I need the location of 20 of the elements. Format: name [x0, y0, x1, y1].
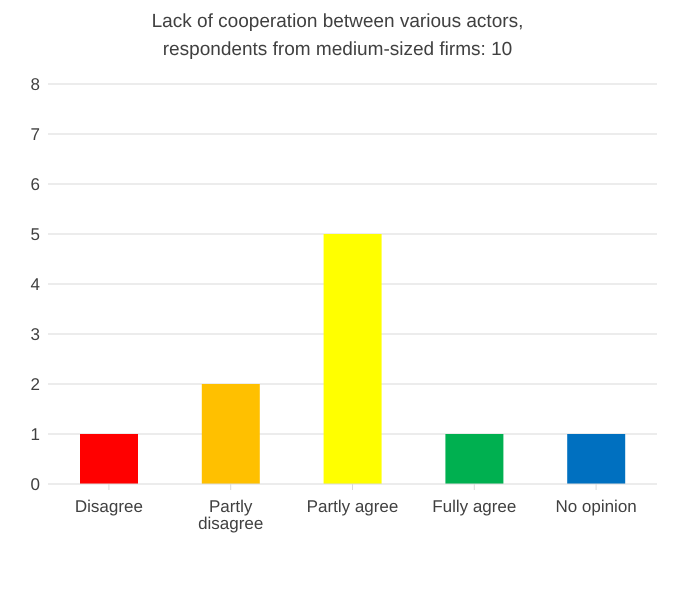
y-tick-label: 4: [30, 275, 40, 294]
y-tick-label: 3: [30, 325, 40, 344]
bar: [445, 434, 504, 484]
x-tick-label: No opinion: [555, 497, 637, 516]
x-tick-label: Fully agree: [432, 497, 516, 516]
bar: [567, 434, 626, 484]
x-tick-label: Partly disagree: [198, 497, 264, 534]
bar: [324, 234, 382, 484]
y-tick-label: 5: [30, 225, 40, 244]
x-tick-label: Disagree: [74, 497, 143, 516]
bar: [80, 434, 138, 484]
y-tick-label: 8: [30, 75, 40, 94]
y-tick-label: 6: [30, 175, 40, 194]
y-tick-label: 0: [30, 475, 40, 494]
chart-title: Lack of cooperation between various actors, respondents from medium-sized firms: 10: [150, 10, 524, 62]
bar: [202, 384, 260, 484]
y-tick-label: 2: [30, 375, 40, 394]
y-tick-label: 7: [30, 125, 40, 144]
y-tick-label: 1: [30, 425, 40, 444]
x-tick-label: Partly agree: [306, 497, 398, 516]
